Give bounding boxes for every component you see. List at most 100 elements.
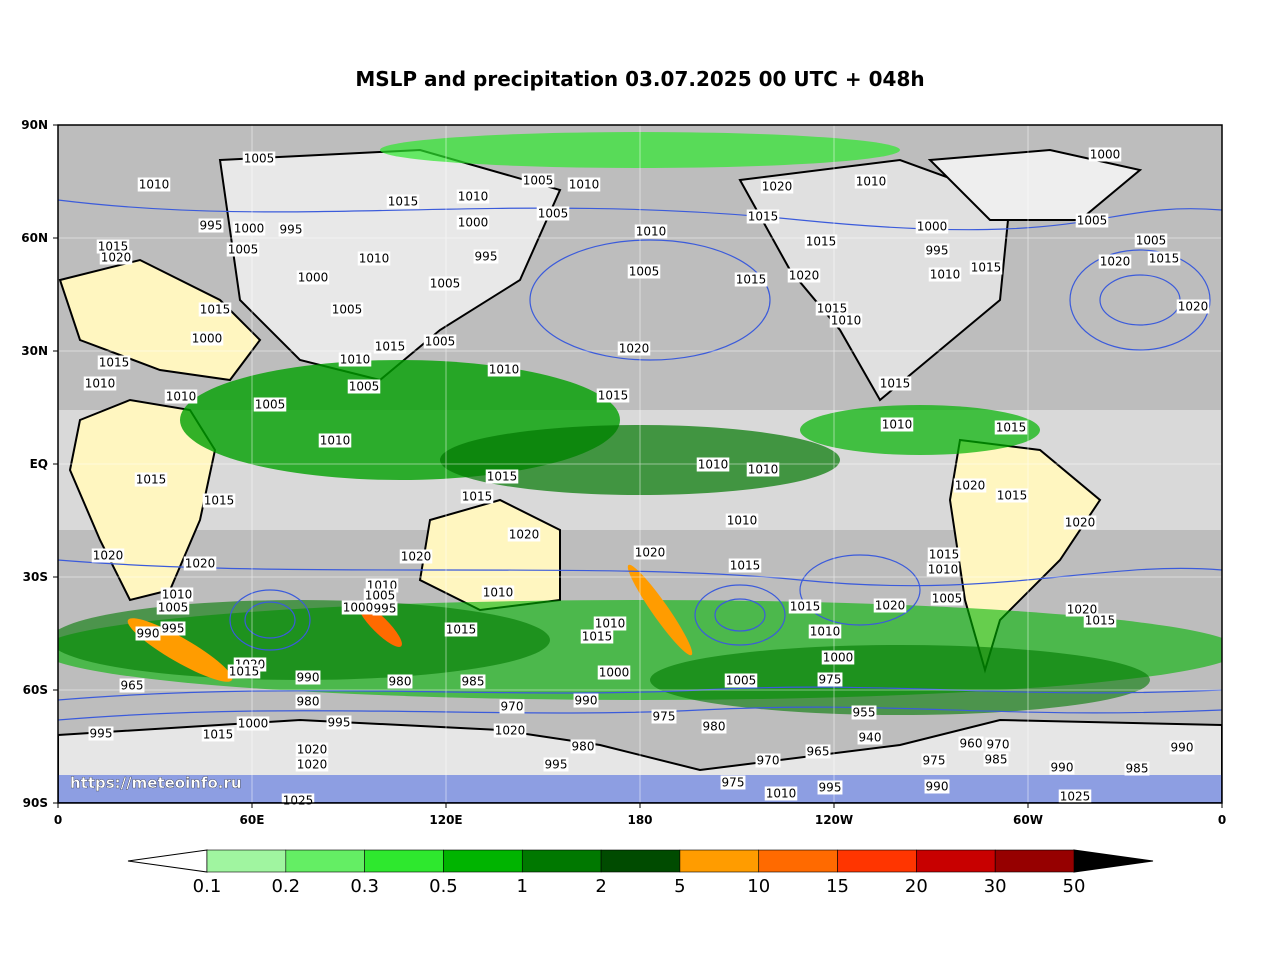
isobar-label: 1015 [202,493,236,508]
isobar-label: 1015 [994,420,1028,435]
isobar-label: 1005 [521,173,555,188]
isobar-label-bg [521,173,555,188]
isobar-label: 1010 [357,251,391,266]
isobar-value: 1005 [332,303,363,317]
isobar-label: 990 [295,670,321,685]
isobar-label: 1010 [634,224,668,239]
isobar-label-bg [164,389,198,404]
isobar-label-bg [487,362,521,377]
isobar-value: 975 [653,710,676,724]
isobar-label-bg [444,622,478,637]
isobar-label: 1015 [969,260,1003,275]
isobar-label-bg [805,744,831,759]
isobar-value: 960 [960,737,983,751]
isobar-label: 1005 [156,600,190,615]
isobar-value: 1005 [538,207,569,221]
colorbar-label: 0.1 [193,876,222,897]
lon-label: 0 [54,813,62,827]
isobar-label: 1005 [330,302,364,317]
isobar-value: 1015 [1149,252,1180,266]
isobar-label-bg [499,699,525,714]
isobar-label-bg [985,737,1011,752]
isobar-value: 1015 [487,470,518,484]
isobar-label-bg [1134,233,1168,248]
isobar-value: 995 [90,727,113,741]
isobar-label: 995 [543,757,569,772]
isobar-label: 1000 [1088,147,1122,162]
isobar-value: 1020 [1178,300,1209,314]
isobar-label-bg [701,719,727,734]
isobar-value: 1020 [789,269,820,283]
isobar-label: 995 [198,218,224,233]
isobar-label-bg [580,629,614,644]
isobar-value: 1000 [917,220,948,234]
isobar-label-bg [543,757,569,772]
isobar-label-bg [567,177,601,192]
isobar-label-bg [134,472,168,487]
colorbar-bin [521,849,602,873]
isobar-label: 995 [326,715,352,730]
isobar-value: 995 [475,250,498,264]
isobar-label: 1005 [1134,233,1168,248]
isobar-value: 1010 [359,252,390,266]
isobar-value: 1000 [234,222,265,236]
isobar-label-bg [617,341,651,356]
isobar-value: 1010 [489,363,520,377]
isobar-label: 1005 [253,397,287,412]
lat-label: 90N [21,118,48,132]
isobar-value: 1010 [595,617,626,631]
isobar-label-bg [928,267,962,282]
isobar-label-bg [915,219,949,234]
isobar-label-bg [995,488,1029,503]
isobar-value: 990 [137,627,160,641]
isobar-label: 1005 [428,276,462,291]
isobar-label-bg [788,599,822,614]
isobar-label: 1000 [597,665,631,680]
isobar-label: 980 [570,739,596,754]
isobar-label: 1015 [788,599,822,614]
isobar-label: 1010 [725,513,759,528]
isobar-value: 1005 [255,398,286,412]
isobar-label: 975 [720,775,746,790]
isobar-value: 975 [722,776,745,790]
isobar-label: 1010 [928,267,962,282]
colorbar-label: 2 [595,876,606,897]
isobar-label-bg [1088,147,1122,162]
isobar-label: 995 [924,243,950,258]
isobar-label-bg [1169,740,1195,755]
isobar-label: 1020 [1176,299,1210,314]
colorbar-bin [679,849,760,873]
isobar-label: 1005 [363,588,397,603]
colorbar-bin [758,849,838,873]
isobar-value: 1015 [446,623,477,637]
isobar-label-bg [633,545,667,560]
isobar-label: 1020 [873,598,907,613]
isobar-label-bg [755,753,781,768]
isobar-value: 1025 [1060,790,1091,804]
isobar-label-bg [372,601,398,616]
isobar-label-bg [760,179,794,194]
isobar-label: 1015 [804,234,838,249]
isobar-label-bg [570,739,596,754]
isobar-label: 1010 [456,189,490,204]
isobar-label-bg [927,547,961,562]
isobar-label-bg [804,234,838,249]
isobar-label-bg [198,218,224,233]
isobar-label: 1020 [183,556,217,571]
isobar-value: 1015 [388,195,419,209]
isobar-value: 1015 [806,235,837,249]
isobar-value: 995 [545,758,568,772]
isobar-value: 1000 [1090,148,1121,162]
isobar-label-bg [399,549,433,564]
isobar-value: 990 [297,671,320,685]
isobar-value: 980 [703,720,726,734]
isobar-label-bg [295,694,321,709]
isobar-label-bg [156,600,190,615]
colorbar-bin [364,849,444,873]
isobar-label: 1015 [373,339,407,354]
isobar-label-bg [160,621,186,636]
isobar-value: 1005 [349,380,380,394]
isobar-label-bg [873,598,907,613]
isobar-value: 990 [575,694,598,708]
isobar-label-bg [227,664,261,679]
